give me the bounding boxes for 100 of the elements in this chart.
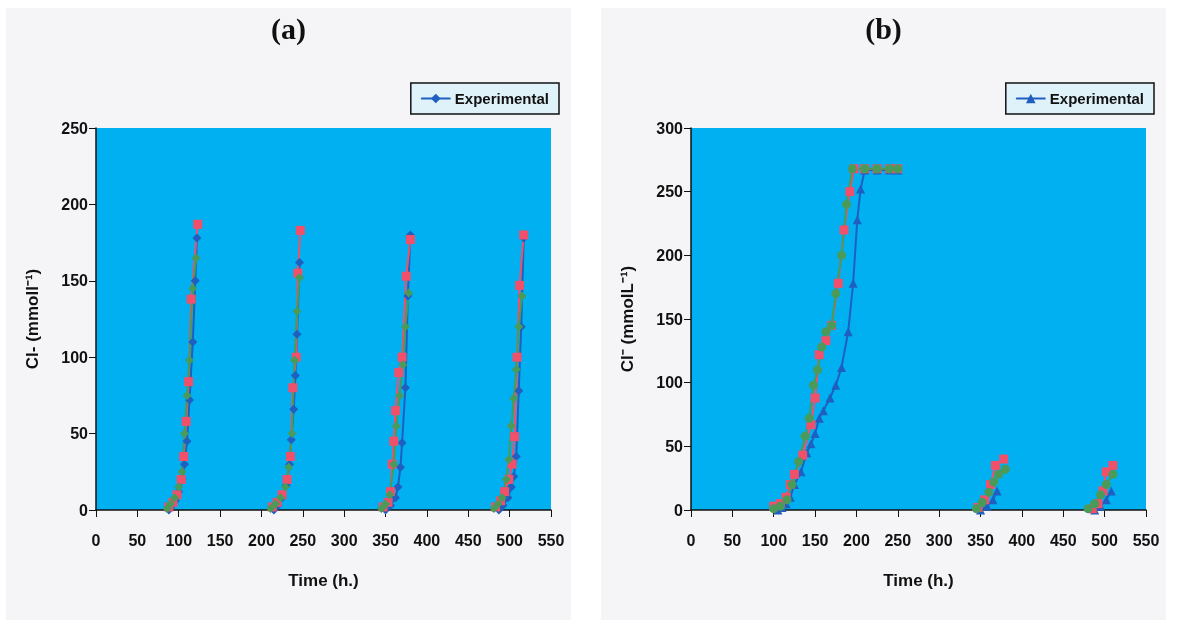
- legend-label: Experimental: [1049, 90, 1145, 107]
- point: [395, 462, 405, 472]
- x-tick-label: 300: [330, 531, 358, 549]
- point: [825, 393, 835, 403]
- y-tick-label: 100: [61, 348, 89, 366]
- point: [512, 352, 522, 362]
- point: [405, 235, 415, 245]
- point: [287, 429, 297, 439]
- point: [292, 329, 302, 339]
- point: [814, 350, 824, 360]
- point: [393, 482, 403, 492]
- point: [837, 362, 847, 372]
- point: [848, 278, 858, 288]
- point: [984, 487, 994, 497]
- point: [1108, 460, 1118, 470]
- x-tick-label: 100: [165, 531, 193, 549]
- point: [1083, 504, 1093, 514]
- point: [842, 199, 852, 209]
- point: [806, 439, 816, 449]
- x-tick-label: 50: [128, 531, 147, 549]
- x-tick-label: 550: [1132, 531, 1160, 549]
- x-tick-label: 450: [1049, 531, 1077, 549]
- point: [177, 467, 187, 477]
- point: [500, 487, 510, 497]
- x-tick-label: 350: [967, 531, 994, 549]
- point: [398, 360, 408, 370]
- x-tick-label: 200: [248, 531, 275, 549]
- x-tick-label: 400: [413, 531, 441, 549]
- y-tick-label: 50: [665, 437, 684, 455]
- point: [174, 482, 184, 492]
- point: [813, 365, 823, 375]
- point: [180, 429, 190, 439]
- y-tick-label: 150: [656, 310, 684, 328]
- point: [181, 416, 191, 426]
- y-tick-label: 100: [656, 374, 684, 392]
- point: [814, 413, 824, 423]
- point: [285, 452, 295, 462]
- point: [191, 253, 201, 263]
- point: [504, 455, 514, 465]
- point: [390, 493, 400, 503]
- point: [994, 469, 1004, 479]
- x-axis-title: Time (h.): [288, 571, 359, 590]
- point: [192, 233, 202, 243]
- point: [990, 460, 1000, 470]
- x-tick-label: 350: [372, 531, 399, 549]
- x-tick-label: 300: [925, 531, 953, 549]
- point: [188, 337, 198, 347]
- x-tick-label: 400: [1008, 531, 1036, 549]
- point: [289, 404, 299, 414]
- point: [295, 257, 305, 267]
- point: [400, 322, 410, 332]
- point: [182, 390, 192, 400]
- point: [821, 336, 831, 346]
- chart-title: (b): [865, 11, 902, 46]
- x-tick-label: 150: [206, 531, 234, 549]
- point: [1096, 490, 1105, 500]
- point: [509, 393, 519, 403]
- point: [401, 271, 411, 281]
- point: [989, 477, 999, 487]
- point: [390, 406, 400, 416]
- legend-label: Experimental: [454, 90, 550, 107]
- point: [810, 393, 820, 403]
- y-tick-label: 150: [61, 272, 89, 290]
- x-tick-label: 500: [496, 531, 524, 549]
- point: [184, 355, 194, 365]
- x-tick-label: 150: [801, 531, 829, 549]
- point: [1101, 480, 1111, 490]
- point: [290, 371, 300, 381]
- chart-title: (a): [271, 11, 306, 46]
- point: [1000, 464, 1010, 474]
- x-axis-title: Time (h.): [883, 571, 954, 590]
- point: [188, 283, 198, 293]
- y-tick-label: 250: [656, 183, 684, 201]
- point: [821, 327, 831, 337]
- x-tick-label: 0: [686, 531, 696, 549]
- point: [391, 421, 401, 431]
- point: [179, 452, 189, 462]
- point: [515, 280, 525, 290]
- point: [295, 273, 305, 283]
- x-tick-label: 200: [843, 531, 870, 549]
- point: [517, 291, 527, 301]
- y-tick-label: 300: [656, 119, 684, 137]
- point: [190, 276, 200, 286]
- point: [186, 294, 196, 304]
- y-axis-title: Cl⁻ (mmolL⁻¹): [618, 265, 637, 373]
- x-tick-label: 50: [723, 531, 742, 549]
- y-tick-label: 0: [79, 501, 89, 519]
- point: [810, 429, 820, 439]
- point: [184, 377, 194, 387]
- point: [845, 187, 855, 197]
- x-tick-label: 100: [760, 531, 788, 549]
- point: [808, 380, 818, 390]
- x-tick-label: 450: [454, 531, 482, 549]
- point: [1108, 469, 1118, 479]
- point: [511, 364, 521, 374]
- point: [397, 352, 407, 362]
- point: [818, 406, 828, 416]
- point: [999, 454, 1009, 464]
- point: [395, 390, 405, 400]
- point: [833, 278, 843, 288]
